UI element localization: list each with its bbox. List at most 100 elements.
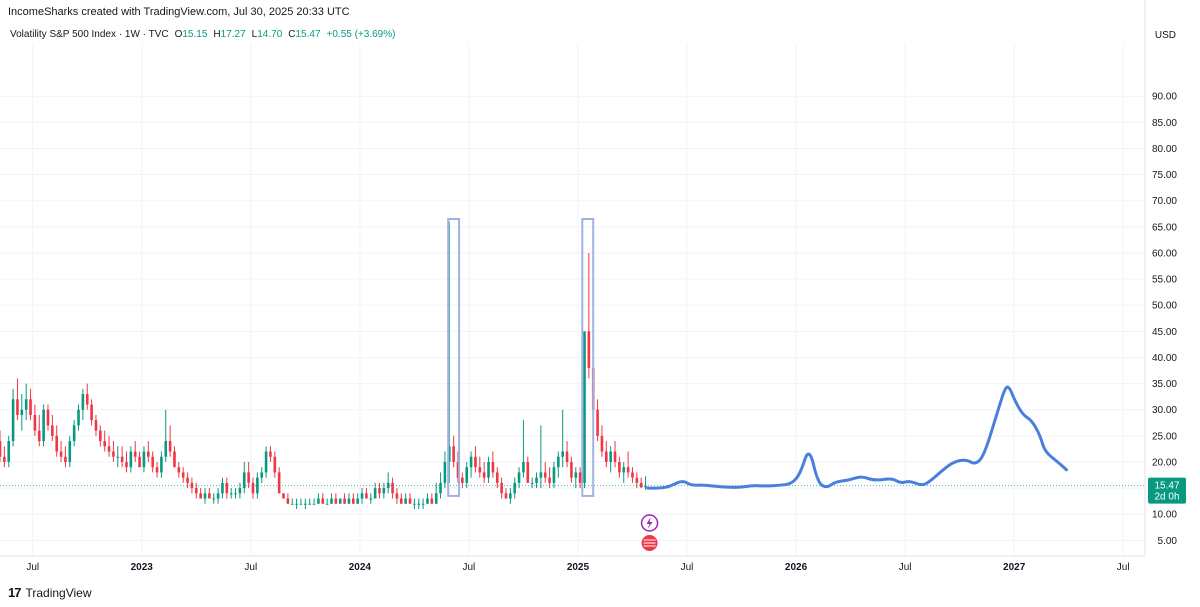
candle-body	[500, 482, 503, 494]
candle-body	[574, 472, 578, 478]
legend-open: O15.15	[174, 29, 208, 40]
candle-body	[256, 477, 259, 494]
y-tick-label: 65.00	[1152, 222, 1177, 233]
candle-body	[269, 451, 272, 457]
candle-body	[181, 472, 185, 478]
candle-body	[190, 482, 194, 489]
candle-body	[260, 472, 264, 478]
y-tick-label: 25.00	[1152, 431, 1177, 442]
candle-body	[352, 498, 355, 504]
price-tag[interactable]	[1148, 477, 1186, 504]
candle-body	[107, 446, 111, 452]
candle-body	[304, 503, 307, 505]
candle-body	[330, 498, 333, 504]
candle-body	[37, 430, 41, 442]
candle-body	[160, 456, 163, 473]
candle-body	[530, 482, 534, 484]
candle-body	[605, 451, 608, 462]
candle-body	[439, 482, 442, 494]
candle-body	[565, 451, 569, 462]
candle-body	[587, 331, 591, 368]
lightning-icon	[646, 517, 653, 529]
candle-body	[452, 446, 455, 462]
candle-body	[94, 420, 98, 431]
candle-body	[391, 482, 394, 494]
candle-body	[216, 493, 220, 499]
candle-body	[644, 485, 647, 488]
candle-body	[208, 493, 211, 499]
candle-body	[495, 472, 499, 483]
candle-body	[578, 472, 582, 483]
candle-body	[552, 467, 556, 483]
candle-body	[369, 498, 373, 500]
candle-body	[155, 467, 159, 473]
candle-body	[90, 404, 93, 421]
candle-body	[221, 482, 224, 494]
candle-body	[474, 456, 477, 468]
candle-body	[639, 482, 643, 488]
legend-change: +0.55 (+3.69%)	[326, 29, 396, 40]
candle-body	[229, 493, 233, 495]
candle-body	[33, 414, 37, 431]
brush-projection-path[interactable]	[646, 385, 1068, 490]
candle-body	[103, 441, 106, 447]
symbol-name[interactable]: Volatility S&P 500 Index · 1W · TVC	[10, 29, 169, 40]
candle-body	[186, 477, 189, 483]
candle-body	[173, 451, 176, 468]
candle-body	[365, 493, 368, 499]
candle-body	[399, 498, 403, 504]
highlight-rectangle[interactable]	[581, 218, 595, 497]
x-tick-label: Jul	[463, 562, 476, 573]
candle-body	[3, 456, 6, 462]
y-tick-label: 60.00	[1152, 248, 1177, 259]
candle-body	[513, 482, 517, 494]
candle-body	[247, 472, 250, 483]
y-tick-label: 5.00	[1158, 536, 1178, 547]
candle-body	[151, 456, 154, 468]
candle-body	[635, 477, 639, 483]
candle-body	[273, 456, 277, 473]
candle-body	[147, 451, 150, 457]
candle-body	[443, 461, 447, 483]
candle-body	[321, 498, 325, 504]
candle-body	[42, 409, 45, 442]
y-tick-label: 30.00	[1152, 405, 1177, 416]
candle-body	[613, 451, 617, 462]
highlight-rectangle[interactable]	[447, 218, 461, 497]
brand-name: TradingView	[25, 585, 92, 600]
candle-body	[373, 488, 377, 499]
candle-body	[487, 461, 490, 478]
candle-body	[404, 498, 407, 504]
candle-body	[548, 477, 551, 483]
y-tick-label: 85.00	[1152, 118, 1177, 129]
candle-body	[59, 451, 63, 457]
candle-body	[622, 467, 626, 473]
candle-body	[194, 488, 198, 494]
candle-body	[234, 493, 237, 495]
candle-body	[561, 451, 564, 457]
candle-body	[570, 461, 573, 478]
flag-stripes-icon	[643, 539, 656, 547]
candle-body	[238, 488, 242, 494]
tradingview-logo[interactable]: 17 TradingView	[8, 585, 92, 600]
y-tick-label: 50.00	[1152, 301, 1177, 312]
candle-body	[55, 435, 59, 452]
candle-body	[465, 467, 469, 483]
price-tag-value: 15.47	[1154, 481, 1179, 492]
candle-body	[356, 498, 359, 504]
candle-body	[596, 409, 599, 436]
candle-body	[421, 503, 425, 505]
y-tick-label: 70.00	[1152, 196, 1177, 207]
candle-body	[347, 498, 351, 504]
y-tick-label: 55.00	[1152, 275, 1177, 286]
y-tick-label: 75.00	[1152, 170, 1177, 181]
candle-body	[251, 482, 255, 494]
x-tick-label: 2024	[349, 562, 372, 573]
currency-label[interactable]: USD	[1154, 30, 1176, 41]
candle-body	[413, 503, 416, 505]
candle-body	[64, 456, 67, 462]
candle-body	[334, 498, 338, 504]
x-tick-label: 2027	[1003, 562, 1026, 573]
candle-body	[264, 451, 268, 473]
